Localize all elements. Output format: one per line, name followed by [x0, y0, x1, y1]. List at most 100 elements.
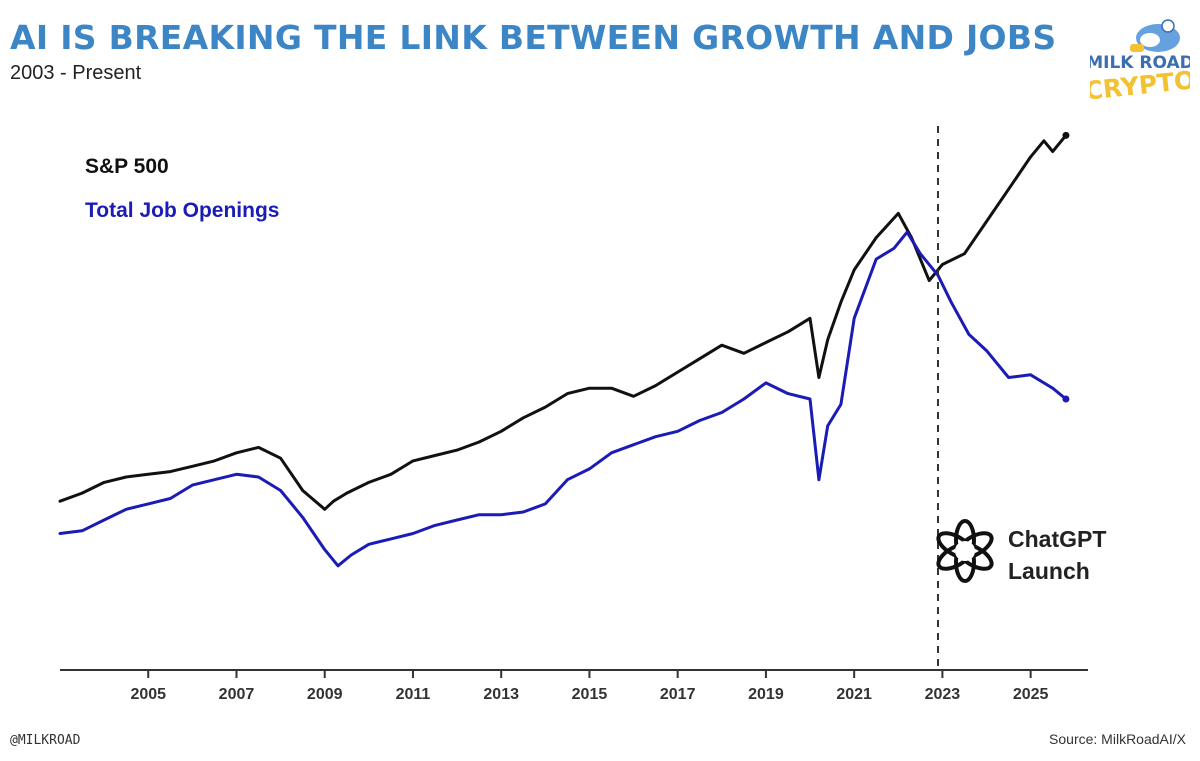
- s-p-500-point: [1051, 150, 1054, 153]
- cow-rocket-icon: [1130, 19, 1180, 52]
- total-job-openings-end-marker: [1062, 395, 1070, 403]
- s-p-500-point: [743, 352, 745, 355]
- annotation-layer: ChatGPT Launch: [936, 126, 1106, 670]
- logo-line1: MILK ROAD: [1090, 53, 1190, 73]
- page-title: AI IS BREAKING THE LINK BETWEEN GROWTH A…: [10, 18, 1057, 57]
- total-job-openings-point: [213, 478, 216, 481]
- s-p-500-point: [875, 236, 878, 239]
- s-p-500-point: [720, 344, 723, 347]
- total-job-openings-point: [323, 548, 326, 551]
- total-job-openings-point: [103, 519, 105, 521]
- milk-road-logo: MILK ROAD CRYPTO: [1090, 19, 1190, 102]
- legend-entry-sp500: S&P 500: [85, 155, 169, 178]
- s-p-500-point: [301, 489, 304, 492]
- x-tick-label-2019: 2019: [748, 686, 784, 703]
- s-p-500-point: [897, 212, 900, 215]
- s-p-500-point: [522, 416, 525, 419]
- footer-handle: @MILKROAD: [10, 733, 81, 748]
- total-job-openings-point: [632, 443, 635, 446]
- total-job-openings-point: [743, 398, 745, 400]
- total-job-openings-point: [676, 430, 679, 433]
- total-job-openings-point: [367, 543, 370, 546]
- s-p-500-point: [632, 395, 635, 398]
- chatgpt-annotation-line-2: Launch: [1008, 558, 1090, 584]
- s-p-500-point: [412, 460, 414, 462]
- total-job-openings-point: [478, 513, 480, 516]
- s-p-500-point: [566, 392, 569, 395]
- x-tick-label-2011: 2011: [396, 686, 431, 703]
- s-p-500-point: [787, 330, 789, 333]
- s-p-500-point: [1007, 188, 1010, 191]
- s-p-500-point: [367, 481, 370, 484]
- s-p-500-series-line: [58, 133, 1068, 511]
- legend: S&P 500 Total Job Openings: [85, 155, 279, 222]
- total-job-openings-point: [522, 511, 525, 513]
- x-tick-label-2021: 2021: [836, 686, 872, 703]
- series-layer: [58, 131, 1070, 568]
- total-job-openings-point: [81, 529, 83, 532]
- total-job-openings-series-line: [58, 230, 1068, 568]
- total-job-openings-point: [906, 231, 908, 234]
- x-tick-label-2005: 2005: [130, 686, 166, 703]
- total-job-openings-point: [826, 425, 829, 427]
- s-p-500-point: [323, 508, 326, 511]
- x-tick-label-2017: 2017: [660, 686, 696, 703]
- s-p-500-point: [213, 460, 216, 462]
- openai-logo-center: [955, 541, 975, 561]
- total-job-openings-point: [500, 513, 503, 516]
- openai-logo-icon: [936, 519, 994, 583]
- x-tick-label-2007: 2007: [219, 686, 255, 703]
- x-tick-label-2009: 2009: [307, 686, 343, 703]
- total-job-openings-point: [698, 419, 701, 422]
- x-tick-label-2025: 2025: [1013, 686, 1049, 703]
- s-p-500-point: [345, 492, 348, 494]
- s-p-500-end-marker: [1062, 131, 1070, 139]
- s-p-500-point: [390, 473, 392, 476]
- x-axis: 2005 2007 2009 2011 2013 2015 2017 2019 2021 2023…: [60, 669, 1088, 703]
- s-p-500-point: [818, 376, 820, 379]
- s-p-500-point: [456, 449, 458, 451]
- total-job-openings-point: [125, 508, 128, 511]
- s-p-500-point: [676, 371, 679, 373]
- x-tick-label-2013: 2013: [483, 686, 519, 703]
- total-job-openings-point: [1051, 387, 1054, 390]
- total-job-openings-point: [809, 398, 811, 400]
- total-job-openings-point: [1029, 373, 1032, 376]
- total-job-openings-point: [301, 516, 304, 519]
- s-p-500-point: [332, 500, 335, 503]
- s-p-500-point: [941, 263, 944, 266]
- total-job-openings-point: [893, 247, 895, 250]
- chatgpt-annotation-line-1: ChatGPT: [1008, 526, 1106, 552]
- s-p-500-point: [279, 457, 282, 460]
- total-job-openings-point: [818, 478, 820, 481]
- total-job-openings-point: [191, 484, 194, 486]
- legend-entry-job-openings: Total Job Openings: [85, 199, 279, 222]
- s-p-500-point: [81, 492, 83, 494]
- total-job-openings-point: [654, 435, 657, 438]
- s-p-500-point: [985, 220, 988, 223]
- s-p-500-point: [654, 384, 657, 387]
- s-p-500-point: [809, 317, 811, 320]
- total-job-openings-point: [1007, 376, 1010, 379]
- page-subtitle: 2003 - Present: [10, 62, 142, 84]
- total-job-openings-point: [390, 538, 392, 540]
- total-job-openings-point: [968, 333, 970, 336]
- total-job-openings-point: [765, 382, 767, 384]
- s-p-500-point: [103, 481, 105, 484]
- total-job-openings-point: [919, 252, 922, 255]
- x-tick-label-2015: 2015: [572, 686, 608, 703]
- s-p-500-point: [610, 387, 613, 390]
- s-p-500-point: [235, 451, 238, 454]
- s-p-500-point: [544, 406, 547, 408]
- s-p-500-point: [588, 387, 591, 390]
- s-p-500-point: [840, 301, 842, 304]
- x-tick-label-2023: 2023: [925, 686, 961, 703]
- s-p-500-point: [1043, 139, 1045, 142]
- total-job-openings-point: [544, 503, 547, 505]
- s-p-500-point: [147, 473, 150, 476]
- total-job-openings-point: [350, 554, 353, 556]
- s-p-500-point: [59, 500, 61, 503]
- total-job-openings-point: [257, 476, 260, 478]
- total-job-openings-point: [950, 301, 953, 304]
